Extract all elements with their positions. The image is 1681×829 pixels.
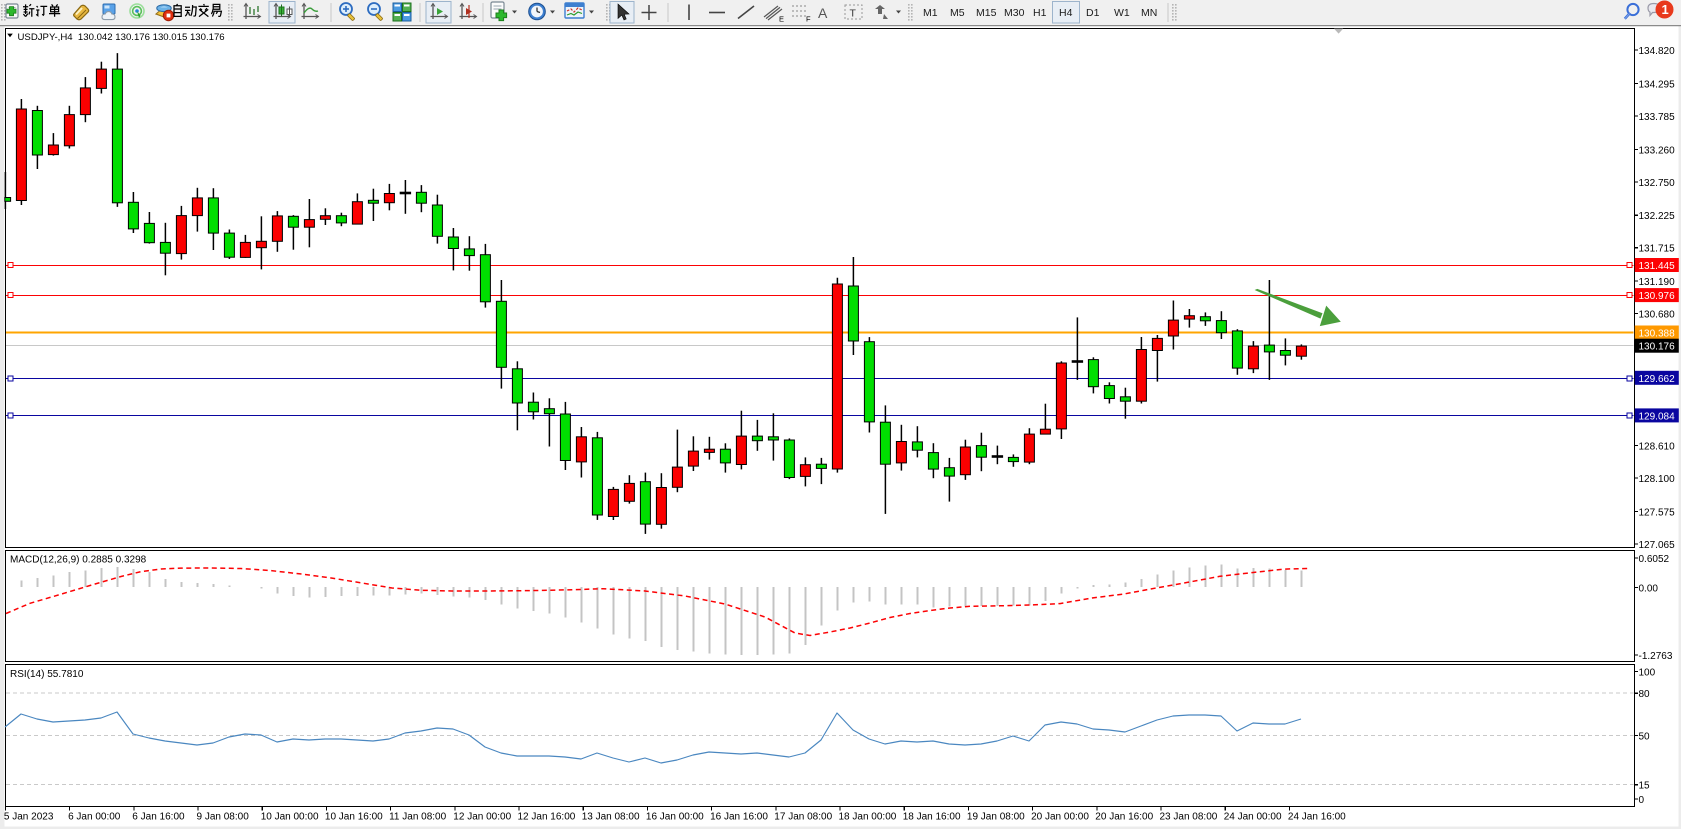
svg-text:6 Jan 16:00: 6 Jan 16:00 xyxy=(132,812,185,823)
svg-text:W1: W1 xyxy=(1114,7,1130,19)
svg-text:130.680: 130.680 xyxy=(1639,310,1676,321)
svg-text:12 Jan 00:00: 12 Jan 00:00 xyxy=(453,812,511,823)
svg-text:6 Jan 00:00: 6 Jan 00:00 xyxy=(68,812,121,823)
svg-text:RSI(14) 55.7810: RSI(14) 55.7810 xyxy=(10,669,84,680)
svg-text:128.610: 128.610 xyxy=(1639,442,1676,453)
svg-text:MACD(12,26,9) 0.2885 0.3298: MACD(12,26,9) 0.2885 0.3298 xyxy=(10,555,147,566)
svg-text:0: 0 xyxy=(1639,795,1645,806)
svg-text:100: 100 xyxy=(1639,668,1656,679)
svg-text:M5: M5 xyxy=(950,7,965,19)
svg-text:127.575: 127.575 xyxy=(1639,507,1676,518)
svg-text:H1: H1 xyxy=(1033,7,1047,19)
svg-text:M15: M15 xyxy=(976,7,997,19)
svg-text:H4: H4 xyxy=(1059,7,1073,19)
svg-text:20 Jan 00:00: 20 Jan 00:00 xyxy=(1031,812,1089,823)
svg-text:13 Jan 08:00: 13 Jan 08:00 xyxy=(582,812,640,823)
svg-text:10 Jan 00:00: 10 Jan 00:00 xyxy=(261,812,319,823)
svg-text:M30: M30 xyxy=(1004,7,1025,19)
svg-text:80: 80 xyxy=(1639,689,1651,700)
svg-text:17 Jan 08:00: 17 Jan 08:00 xyxy=(774,812,832,823)
svg-text:132.225: 132.225 xyxy=(1639,211,1676,222)
svg-text:127.065: 127.065 xyxy=(1639,540,1676,551)
svg-text:131.445: 131.445 xyxy=(1639,261,1676,272)
svg-text:24 Jan 00:00: 24 Jan 00:00 xyxy=(1224,812,1282,823)
svg-text:1: 1 xyxy=(1662,2,1669,17)
svg-text:5 Jan 2023: 5 Jan 2023 xyxy=(4,812,54,823)
svg-text:19 Jan 08:00: 19 Jan 08:00 xyxy=(967,812,1025,823)
svg-text:-1.2763: -1.2763 xyxy=(1639,651,1673,662)
svg-text:24 Jan 16:00: 24 Jan 16:00 xyxy=(1288,812,1346,823)
svg-text:18 Jan 16:00: 18 Jan 16:00 xyxy=(903,812,961,823)
svg-text:16 Jan 00:00: 16 Jan 00:00 xyxy=(646,812,704,823)
svg-text:133.785: 133.785 xyxy=(1639,112,1676,123)
svg-text:130.176: 130.176 xyxy=(1639,342,1676,353)
svg-text:130.976: 130.976 xyxy=(1639,291,1676,302)
svg-text:131.190: 131.190 xyxy=(1639,277,1676,288)
svg-text:131.715: 131.715 xyxy=(1639,244,1676,255)
svg-text:MN: MN xyxy=(1141,7,1157,19)
svg-text:20 Jan 16:00: 20 Jan 16:00 xyxy=(1095,812,1153,823)
svg-text:M1: M1 xyxy=(923,7,938,19)
svg-text:12 Jan 16:00: 12 Jan 16:00 xyxy=(518,812,576,823)
svg-text:A: A xyxy=(818,5,828,21)
svg-text:18 Jan 00:00: 18 Jan 00:00 xyxy=(839,812,897,823)
svg-text:129.662: 129.662 xyxy=(1639,374,1676,385)
svg-text:130.388: 130.388 xyxy=(1639,329,1676,340)
svg-text:133.260: 133.260 xyxy=(1639,145,1676,156)
svg-text:0.00: 0.00 xyxy=(1639,584,1659,595)
svg-text:132.750: 132.750 xyxy=(1639,178,1676,189)
svg-text:D1: D1 xyxy=(1086,7,1100,19)
svg-text:0.6052: 0.6052 xyxy=(1639,554,1670,565)
svg-text:9 Jan 08:00: 9 Jan 08:00 xyxy=(197,812,250,823)
svg-text:T: T xyxy=(850,8,857,20)
svg-text:10 Jan 16:00: 10 Jan 16:00 xyxy=(325,812,383,823)
svg-text:50: 50 xyxy=(1639,731,1651,742)
svg-text:USDJPY-,H4 130.042 130.176 13: USDJPY-,H4 130.042 130.176 130.015 130.1… xyxy=(18,32,225,43)
svg-text:129.084: 129.084 xyxy=(1639,411,1676,422)
svg-text:134.820: 134.820 xyxy=(1639,46,1676,57)
svg-text:16 Jan 16:00: 16 Jan 16:00 xyxy=(710,812,768,823)
svg-text:15: 15 xyxy=(1639,781,1651,792)
svg-text:F: F xyxy=(806,15,811,24)
svg-text:128.100: 128.100 xyxy=(1639,474,1676,485)
svg-text:E: E xyxy=(779,15,784,24)
svg-text:23 Jan 08:00: 23 Jan 08:00 xyxy=(1160,812,1218,823)
svg-text:134.295: 134.295 xyxy=(1639,79,1676,90)
svg-text:11 Jan 08:00: 11 Jan 08:00 xyxy=(389,812,447,823)
